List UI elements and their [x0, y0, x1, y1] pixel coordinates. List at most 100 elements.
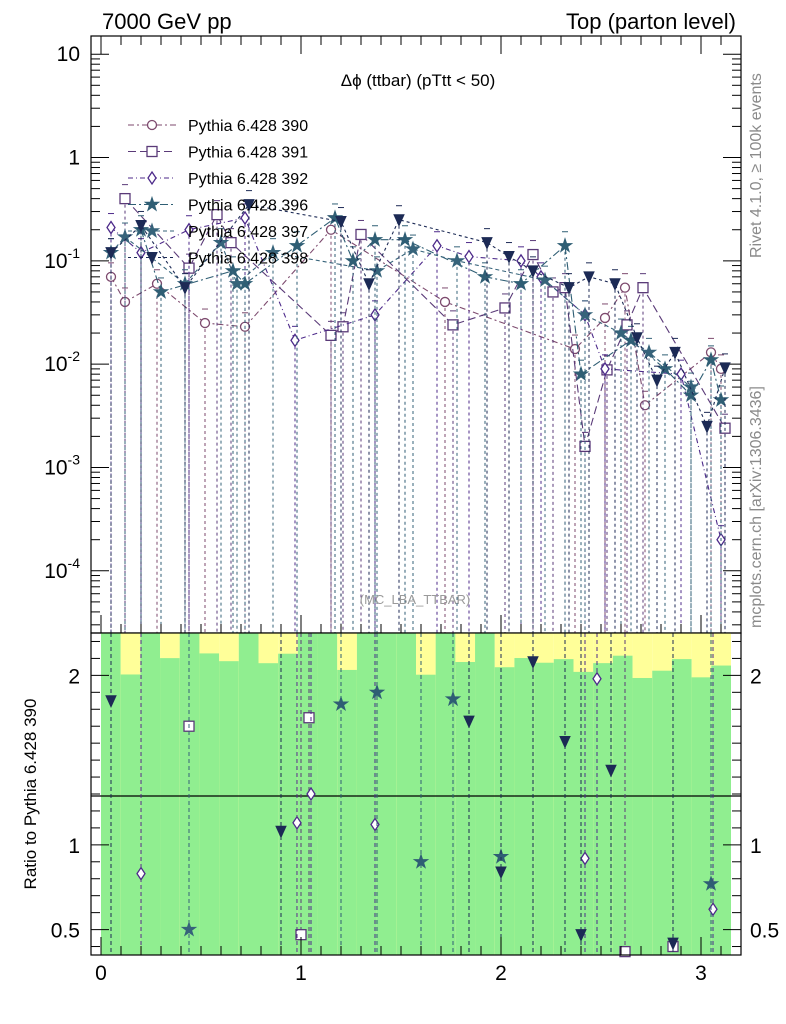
- legend-entry: Pythia 6.428 390: [128, 118, 308, 135]
- data-point: [335, 216, 347, 229]
- data-point: [701, 420, 713, 434]
- data-point: [143, 195, 161, 212]
- data-point: [432, 238, 442, 253]
- data-point: [136, 245, 146, 260]
- data-point: [412, 853, 430, 869]
- legend-label: Pythia 6.428 397: [188, 224, 308, 241]
- data-point: [637, 282, 649, 294]
- analysis-watermark: (MC_LBA_TTBAR): [360, 592, 471, 607]
- uncertainty-band-green: [140, 633, 161, 955]
- data-point: [583, 271, 595, 285]
- data-point: [199, 317, 211, 329]
- y-tick-label: 10-4: [44, 555, 80, 583]
- uncertainty-band-green: [199, 653, 220, 955]
- data-point: [580, 851, 590, 866]
- data-point: [669, 346, 681, 360]
- ratio-axis-ticks: 0.5 0.5 1 1 2 2: [51, 640, 779, 948]
- data-point: [290, 333, 300, 348]
- data-point: [135, 219, 147, 233]
- data-point: [105, 247, 117, 260]
- data-point: [556, 237, 574, 253]
- data-point: [179, 282, 191, 295]
- legend-label: Pythia 6.428 390: [188, 118, 308, 135]
- uncertainty-band-green: [238, 633, 259, 955]
- y-tick-label: 10-1: [44, 245, 80, 273]
- data-point: [576, 306, 594, 322]
- uncertainty-band-green: [120, 674, 141, 955]
- data-point: [448, 252, 466, 268]
- data-point: [619, 282, 631, 293]
- mcplots-label: mcplots.cern.ch [arXiv:1306.3436]: [748, 386, 765, 628]
- uncertainty-band-green: [337, 669, 357, 955]
- ratio-y-tick-label-right: 1: [750, 835, 762, 858]
- data-point: [180, 921, 198, 937]
- ratio-series-layer: [105, 633, 720, 958]
- uncertainty-band-green: [652, 670, 672, 955]
- x-tick-label: 3: [695, 962, 707, 985]
- data-point: [404, 240, 422, 256]
- legend-label: Pythia 6.428 396: [188, 198, 308, 215]
- data-point: [444, 690, 462, 707]
- data-point: [370, 307, 380, 323]
- data-point: [682, 378, 700, 394]
- y-tick-label: 1: [68, 147, 80, 170]
- data-point: [702, 875, 720, 891]
- data-point: [184, 222, 194, 237]
- data-point: [396, 231, 414, 247]
- data-point: [605, 764, 617, 778]
- main-axis-ticks: 10 1 10-1 10-2 10-3 10-4: [44, 43, 741, 626]
- y-tick-label: 10-3: [44, 451, 80, 479]
- data-point: [621, 319, 633, 331]
- ratio-y-tick-label: 0.5: [51, 920, 80, 943]
- data-point: [609, 278, 621, 291]
- data-point: [393, 214, 405, 227]
- uncertainty-band-green: [356, 633, 377, 955]
- ratio-y-tick-label: 1: [68, 835, 80, 858]
- uncertainty-band-green: [455, 661, 476, 955]
- data-point: [136, 866, 146, 881]
- data-point: [370, 817, 380, 832]
- data-point: [527, 265, 539, 279]
- data-point: [499, 302, 511, 314]
- uncertainty-band-green: [691, 677, 712, 955]
- data-point: [631, 332, 643, 345]
- data-point: [325, 329, 337, 342]
- rivet-label: Rivet 4.1.0, ≥ 100k events: [748, 73, 765, 258]
- data-point: [612, 324, 630, 340]
- data-point: [211, 208, 223, 221]
- ratio-series-4: [180, 633, 198, 955]
- data-point: [152, 283, 170, 299]
- uncertainty-bands: [101, 633, 731, 955]
- uncertainty-band-green: [258, 663, 279, 955]
- uncertainty-band-green: [612, 655, 633, 955]
- data-point: [275, 825, 287, 839]
- data-point: [656, 360, 674, 376]
- data-point: [146, 145, 158, 158]
- data-point: [439, 296, 451, 308]
- data-point: [306, 786, 316, 802]
- series-3: [106, 203, 726, 633]
- uncertainty-band-green: [534, 662, 554, 955]
- x-tick-label: 1: [295, 962, 307, 985]
- uncertainty-band-green: [632, 677, 653, 955]
- ratio-series-2: [136, 633, 718, 955]
- data-point: [640, 343, 658, 360]
- series-5: [102, 222, 700, 633]
- plot-title: Δϕ (ttbar) (pTtt < 50): [341, 71, 496, 90]
- uncertainty-band-green: [573, 671, 594, 955]
- ratio-plot-panel: 0.5 0.5 1 1 2 2 Ratio to Pythia 6.428 390: [21, 632, 779, 958]
- series-line: [110, 236, 692, 388]
- data-point: [332, 695, 350, 712]
- uncertainty-band-green: [593, 663, 613, 955]
- data-point: [527, 656, 539, 670]
- uncertainty-band-green: [160, 658, 180, 955]
- data-point: [719, 362, 731, 376]
- data-point: [600, 361, 610, 377]
- data-point: [143, 222, 161, 238]
- data-point: [495, 866, 507, 880]
- y-tick-label: 10-2: [44, 348, 80, 376]
- data-point: [368, 683, 386, 700]
- main-plot-panel: 10 1 10-1 10-2 10-3 10-4 Δϕ (ttbar) (pTtt < 5…: [44, 35, 742, 634]
- uncertainty-band-green: [317, 633, 338, 955]
- uncertainty-band-green: [278, 653, 298, 955]
